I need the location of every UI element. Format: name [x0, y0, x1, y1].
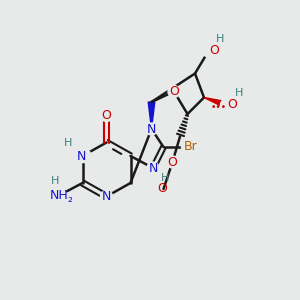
Ellipse shape	[100, 190, 112, 202]
Polygon shape	[148, 102, 155, 129]
Text: N: N	[102, 190, 111, 203]
Text: N: N	[148, 161, 158, 175]
Ellipse shape	[202, 45, 214, 57]
Text: O: O	[102, 109, 111, 122]
Ellipse shape	[74, 149, 92, 163]
Ellipse shape	[146, 123, 158, 135]
Text: N: N	[147, 122, 156, 136]
Text: O: O	[157, 182, 167, 196]
Text: H: H	[235, 88, 243, 98]
Text: H: H	[216, 34, 224, 44]
Ellipse shape	[168, 85, 180, 98]
Text: O: O	[227, 98, 237, 112]
Text: O: O	[168, 155, 177, 169]
Text: H: H	[64, 138, 72, 148]
Text: O: O	[169, 85, 179, 98]
Text: H: H	[51, 176, 60, 186]
Polygon shape	[204, 98, 227, 108]
Text: H: H	[161, 172, 169, 183]
Ellipse shape	[182, 140, 200, 154]
Ellipse shape	[46, 190, 68, 203]
Text: N: N	[77, 149, 87, 163]
Text: Br: Br	[184, 140, 197, 154]
Ellipse shape	[220, 99, 232, 111]
Ellipse shape	[100, 110, 112, 122]
Text: ₂: ₂	[68, 191, 72, 205]
Text: •••: •••	[211, 103, 227, 112]
Text: O: O	[209, 44, 219, 58]
Text: NH: NH	[50, 189, 68, 202]
Ellipse shape	[167, 156, 178, 168]
Ellipse shape	[147, 162, 159, 174]
